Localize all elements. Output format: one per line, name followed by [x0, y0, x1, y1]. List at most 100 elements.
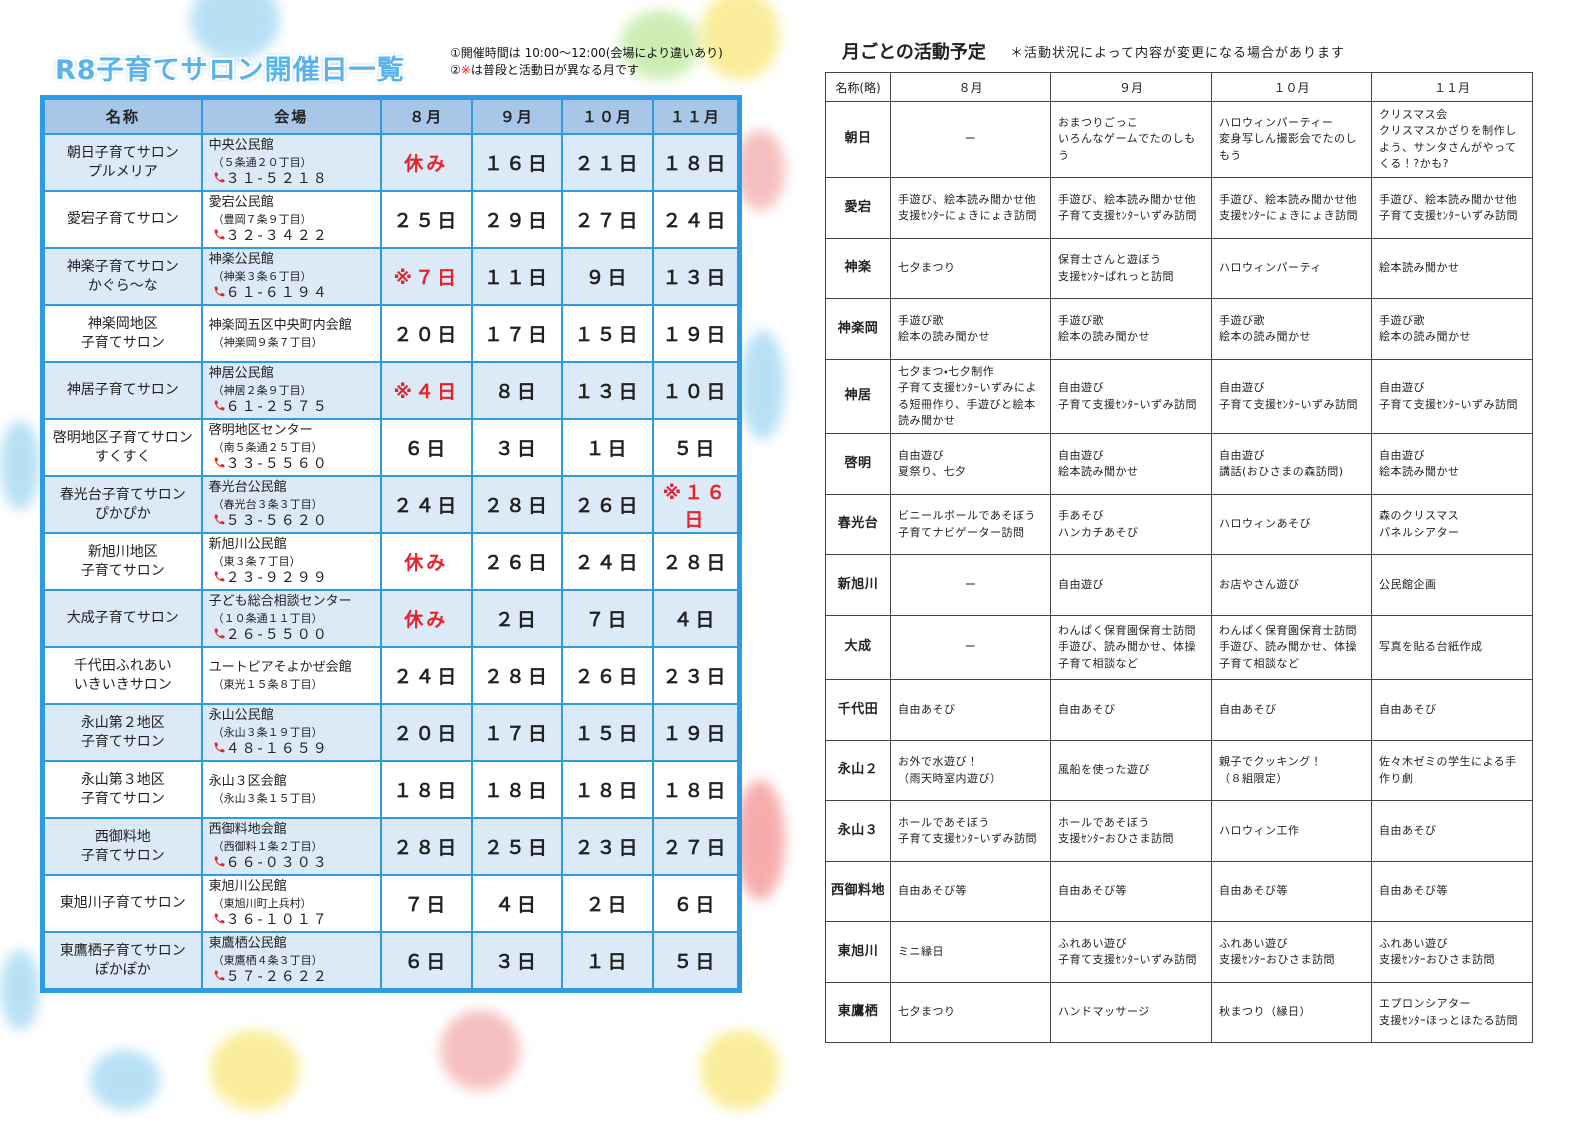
venue-cell: 子ども総合相談センター （１０条通１１丁目） ２６-５５００: [200, 589, 382, 648]
venue-line: （南５条通２５丁目）: [212, 441, 323, 454]
activity-cell: ー: [890, 101, 1051, 178]
table-row: 西御料地 子育てサロン 西御料地会館 （西御料１条２丁目） ６６-０３０３ ２８日 ２５日 ２…: [41, 817, 741, 876]
phone-icon: [214, 742, 225, 753]
activity-line: 子育て支援ｾﾝﾀｰいずみ訪問: [1379, 209, 1518, 222]
date-cell: １８日: [561, 760, 654, 819]
activity-line: 絵本の読み聞かせ: [1058, 330, 1150, 343]
activity-line: ハロウィンパーティー: [1219, 115, 1334, 129]
activity-line: 手遊び、絵本読み聞かせ他: [1219, 192, 1357, 206]
activity-cell: お外で水遊び！ （雨天時室内遊び）: [890, 740, 1051, 801]
phone: ６６-０３０３: [209, 855, 380, 872]
date-cell: ２６日: [470, 532, 564, 591]
activity-cell: ハロウィン工作: [1211, 800, 1372, 862]
venue-cell: 愛宕公民館 （豊岡７条９丁目） ３２-３４２２: [200, 190, 382, 249]
activity-line: 自由遊び: [1219, 448, 1265, 462]
name-cell: 永山第３地区 子育てサロン: [41, 760, 203, 819]
name-line: 東旭川子育てサロン: [59, 895, 186, 911]
activity-line: エプロンシアター: [1379, 997, 1471, 1010]
activity-line: 支援ｾﾝﾀｰぱれっと訪問: [1058, 269, 1174, 283]
table-row: 永山第３地区 子育てサロン 永山３区会館 （永山３条１５丁目） １８日 １８日 １８日 １８日: [41, 760, 741, 819]
activity-line: ふれあい遊び: [1379, 936, 1448, 950]
table-row: 愛宕 手遊び、絵本読み聞かせ他 支援ｾﾝﾀｰにょきにょき訪問 手遊び、絵本読み聞かせ他…: [825, 177, 1533, 239]
venue-cell: 東旭川公民館 （東旭川町上兵村） ３６-１０１７: [200, 874, 382, 933]
activity-line: 絵本読み聞かせ: [1379, 465, 1460, 478]
date-cell: １８日: [379, 760, 473, 819]
activity-cell: クリスマス会 クリスマスかざりを制作し よう、サンタさんがやって くる！?かも?: [1371, 101, 1533, 178]
activity-line: ハンドマッサージ: [1058, 1005, 1150, 1019]
venue-line: 中央公民館: [208, 138, 274, 153]
phone: ２６-５５００: [209, 627, 380, 644]
activity-line: 手遊び歌: [1058, 313, 1104, 327]
date-cell: ２５日: [379, 190, 473, 249]
activity-line: 自由あそび等: [1219, 884, 1288, 898]
activity-line: 絵本読み聞かせ: [1058, 465, 1139, 478]
phone-icon: [214, 913, 225, 924]
activity-line: 秋まつり（縁日）: [1219, 1005, 1311, 1019]
activity-line: ー: [964, 577, 977, 591]
name-cell: 東鷹栖子育てサロン ぽかぽか: [41, 931, 203, 992]
activity-line: 支援ｾﾝﾀｰほっとほたる訪問: [1379, 1013, 1518, 1027]
date-cell: ２３日: [561, 817, 654, 876]
table-row: 新旭川地区 子育てサロン 新旭川公民館 （東３条７丁目） ２３-９２９９ 休み ２６日 ２４日…: [41, 532, 741, 591]
venue-line: （西御料１条２丁目）: [212, 840, 323, 853]
activity-line: 読み聞かせ: [898, 414, 956, 427]
phone-icon: [214, 229, 225, 240]
activity-line: ふれあい遊び: [1219, 936, 1288, 950]
phone-icon: [214, 970, 225, 981]
venue-cell: 神楽岡五区中央町内会館 （神楽岡９条７丁目）: [200, 304, 382, 363]
activity-line: ー: [964, 640, 977, 654]
venue-line: （神楽３条６丁目）: [212, 270, 312, 283]
activity-line: ハンカチあそび: [1058, 525, 1139, 539]
date-cell: １日: [561, 418, 654, 477]
activity-line: 子育て支援ｾﾝﾀｰいずみ訪問: [898, 832, 1037, 845]
activity-line: ホールであそぼう: [1058, 815, 1150, 829]
activity-line: ハロウィン工作: [1219, 823, 1300, 837]
activity-cell: ハロウィンパーティ: [1211, 238, 1372, 299]
table-row: 愛宕子育てサロン 愛宕公民館 （豊岡７条９丁目） ３２-３４２２ ２５日 ２９日 ２７日 ２４…: [41, 190, 741, 249]
name-line: 神楽子育てサロン: [66, 258, 179, 275]
activity-line: クリスマス会: [1379, 107, 1448, 121]
activity-line: 支援ｾﾝﾀｰおひさま訪問: [1058, 832, 1174, 845]
name-cell: 神楽岡地区 子育てサロン: [41, 304, 203, 363]
activity-cell: 自由あそび: [1371, 679, 1533, 741]
activity-line: 自由あそび: [1379, 823, 1437, 837]
table-row: 永山第２地区 子育てサロン 永山公民館 （永山３条１９丁目） ４８-１６５９ ２０日 １７日…: [41, 703, 741, 762]
venue-line: （豊岡７条９丁目）: [212, 213, 312, 226]
activity-line: 自由遊び: [1058, 577, 1104, 591]
table-row: 千代田 自由あそび 自由あそび 自由あそび 自由あそび: [825, 679, 1533, 741]
table-row: 東鷹栖 七夕まつり ハンドマッサージ 秋まつり（縁日） エプロンシアター 支援ｾﾝﾀｰほっ…: [825, 982, 1533, 1043]
table-row: 啓明 自由遊び 夏祭り、七夕 自由遊び 絵本読み聞かせ 自由遊び 講話(おひさまの森訪問) 自…: [825, 433, 1533, 495]
venue-cell: ユートピアそよかぜ会館 （東光１５条８丁目）: [200, 646, 382, 705]
table-row: 朝日子育てサロン プルメリア 中央公民館 （５条通２０丁目） ３１-５２１８ 休み １６日 ２…: [41, 133, 741, 192]
name-line: 千代田ふれあい: [73, 657, 172, 674]
name-line: 大成子育てサロン: [66, 610, 179, 626]
date-cell: 休み: [379, 133, 473, 192]
name-cell: 啓明: [825, 433, 891, 495]
venue-line: 永山公民館: [208, 708, 274, 723]
activity-line: う: [1058, 148, 1070, 162]
activity-cell: 七夕まつ・七夕制作 子育て支援ｾﾝﾀｰいずみによ る短冊作り、手遊びと絵本 読み聞かせ: [890, 359, 1051, 434]
activity-line: お店やさん遊び: [1219, 577, 1300, 591]
date-cell: ※１６日: [651, 475, 741, 534]
activity-line: 公民館企画: [1379, 577, 1437, 591]
table-row: 神居 七夕まつ・七夕制作 子育て支援ｾﾝﾀｰいずみによ る短冊作り、手遊びと絵本 読み聞…: [825, 359, 1533, 434]
activity-cell: 保育士さんと遊ぼう 支援ｾﾝﾀｰぱれっと訪問: [1050, 238, 1212, 299]
activity-cell: 写真を貼る台紙作成: [1371, 615, 1533, 680]
venue-cell: 神居公民館 （神居２条９丁目） ６１-２５７５: [200, 361, 382, 420]
date-cell: １３日: [651, 247, 741, 306]
phone-number: ６１-６１９４: [225, 285, 329, 301]
phone-number: ３１-５２１８: [225, 171, 329, 187]
date-cell: ※４日: [379, 361, 473, 420]
activity-line: 自由あそび: [1219, 702, 1277, 716]
activity-line: よう、サンタさんがやって: [1379, 140, 1517, 154]
venue-cell: 神楽公民館 （神楽３条６丁目） ６１-６１９４: [200, 247, 382, 306]
activity-line: 子育て支援ｾﾝﾀｰいずみ訪問: [1058, 397, 1197, 411]
date-cell: ４日: [651, 589, 741, 648]
phone-number: ６６-０３０３: [225, 855, 329, 871]
date-cell: 休み: [379, 589, 473, 648]
activity-line: 子育て支援ｾﾝﾀｰいずみ訪問: [1058, 209, 1197, 222]
activity-cell: 手遊び歌 絵本の読み聞かせ: [1211, 298, 1372, 360]
phone-icon: [214, 571, 225, 582]
date-cell: ２０日: [379, 304, 473, 363]
activity-cell: ハンドマッサージ: [1050, 982, 1212, 1043]
